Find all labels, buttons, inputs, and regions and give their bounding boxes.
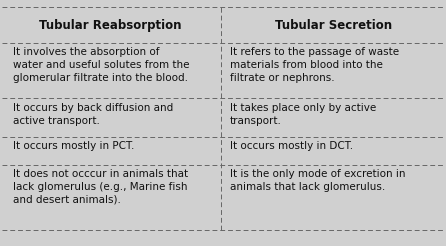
Text: It occurs by back diffusion and
active transport.: It occurs by back diffusion and active t… xyxy=(13,103,173,126)
Text: Tubular Secretion: Tubular Secretion xyxy=(275,19,392,32)
Text: It refers to the passage of waste
materials from blood into the
filtrate or neph: It refers to the passage of waste materi… xyxy=(230,47,399,83)
Text: Tubular Reabsorption: Tubular Reabsorption xyxy=(39,19,182,32)
Text: It takes place only by active
transport.: It takes place only by active transport. xyxy=(230,103,376,126)
Text: It does not occcur in animals that
lack glomerulus (e.g., Marine fish
and desert: It does not occcur in animals that lack … xyxy=(13,169,189,205)
Text: It occurs mostly in DCT.: It occurs mostly in DCT. xyxy=(230,141,353,151)
Text: It is the only mode of excretion in
animals that lack glomerulus.: It is the only mode of excretion in anim… xyxy=(230,169,405,192)
Text: It involves the absorption of
water and useful solutes from the
glomerular filtr: It involves the absorption of water and … xyxy=(13,47,190,83)
Text: It occurs mostly in PCT.: It occurs mostly in PCT. xyxy=(13,141,135,151)
